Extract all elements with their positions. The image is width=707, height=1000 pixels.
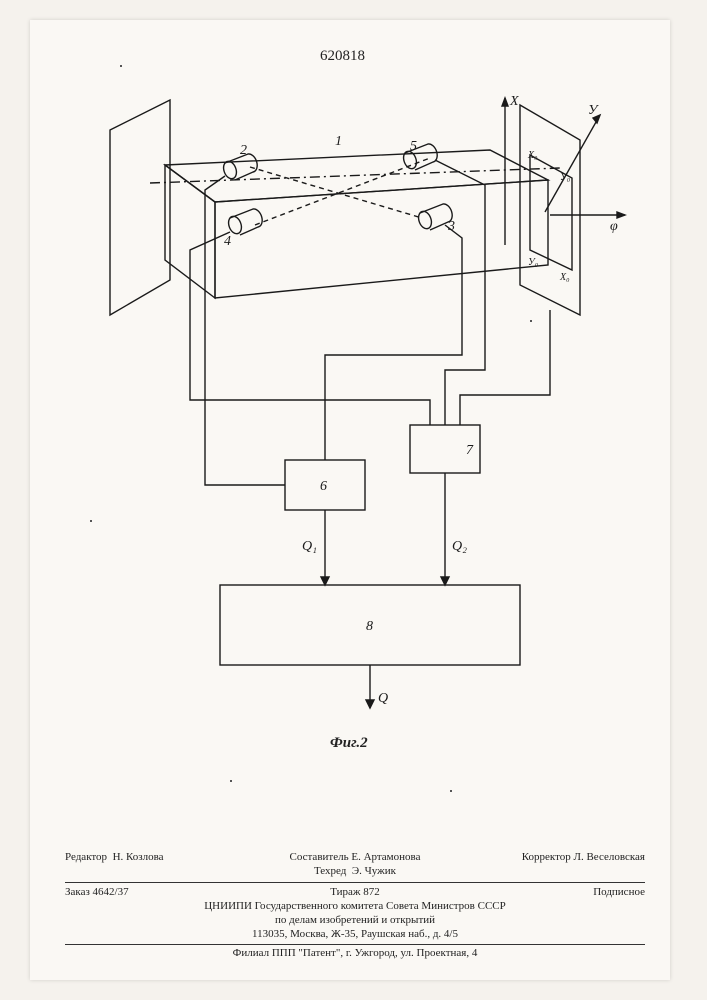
left-plate	[110, 100, 170, 315]
label-6: 6	[320, 479, 327, 494]
editor: Редактор Н. Козлова	[65, 851, 258, 879]
label-4: 4	[224, 234, 231, 249]
label-1: 1	[335, 134, 342, 149]
axis-x: X	[509, 94, 519, 109]
patent-page: 620818	[30, 20, 670, 980]
label-q: Q	[378, 691, 388, 706]
label-7: 7	[466, 443, 474, 458]
label-3: 3	[447, 219, 455, 234]
marker-y0b: У₀	[528, 257, 539, 268]
label-2: 2	[240, 143, 247, 158]
marker-y0a: У₀	[560, 172, 571, 183]
label-8: 8	[366, 619, 373, 634]
label-q1: Q₁	[302, 539, 317, 554]
patent-number: 620818	[320, 48, 365, 65]
duct-front	[215, 180, 548, 298]
label-5: 5	[410, 139, 417, 154]
corrector: Корректор Л. Веселовская	[452, 851, 645, 879]
tirage: Тираж 872	[258, 886, 451, 900]
compiler: Составитель Е. Артамонова Техред Э. Чужи…	[258, 851, 451, 879]
label-q2: Q₂	[452, 539, 467, 554]
schematic-diagram: 1 2 3 4 5 6 7 8 Q₁ Q₂ Q X У φ X₀ У₀ У₀ X…	[90, 90, 630, 740]
right-plate	[520, 105, 580, 315]
sensor-4	[226, 209, 262, 236]
marker-x0a: X₀	[527, 150, 538, 161]
organization: ЦНИИПИ Государственного комитета Совета …	[65, 900, 645, 941]
subscription: Подписное	[452, 886, 645, 900]
imprint-footer: Редактор Н. Козлова Составитель Е. Артам…	[65, 850, 645, 960]
axis-y: У	[588, 103, 599, 118]
figure-label: Фиг.2	[330, 735, 368, 752]
order-number: Заказ 4642/37	[65, 886, 258, 900]
axis-phi: φ	[610, 219, 618, 234]
marker-x0b: X₀	[559, 272, 570, 283]
branch-address: Филиал ППП "Патент", г. Ужгород, ул. Про…	[65, 947, 645, 961]
